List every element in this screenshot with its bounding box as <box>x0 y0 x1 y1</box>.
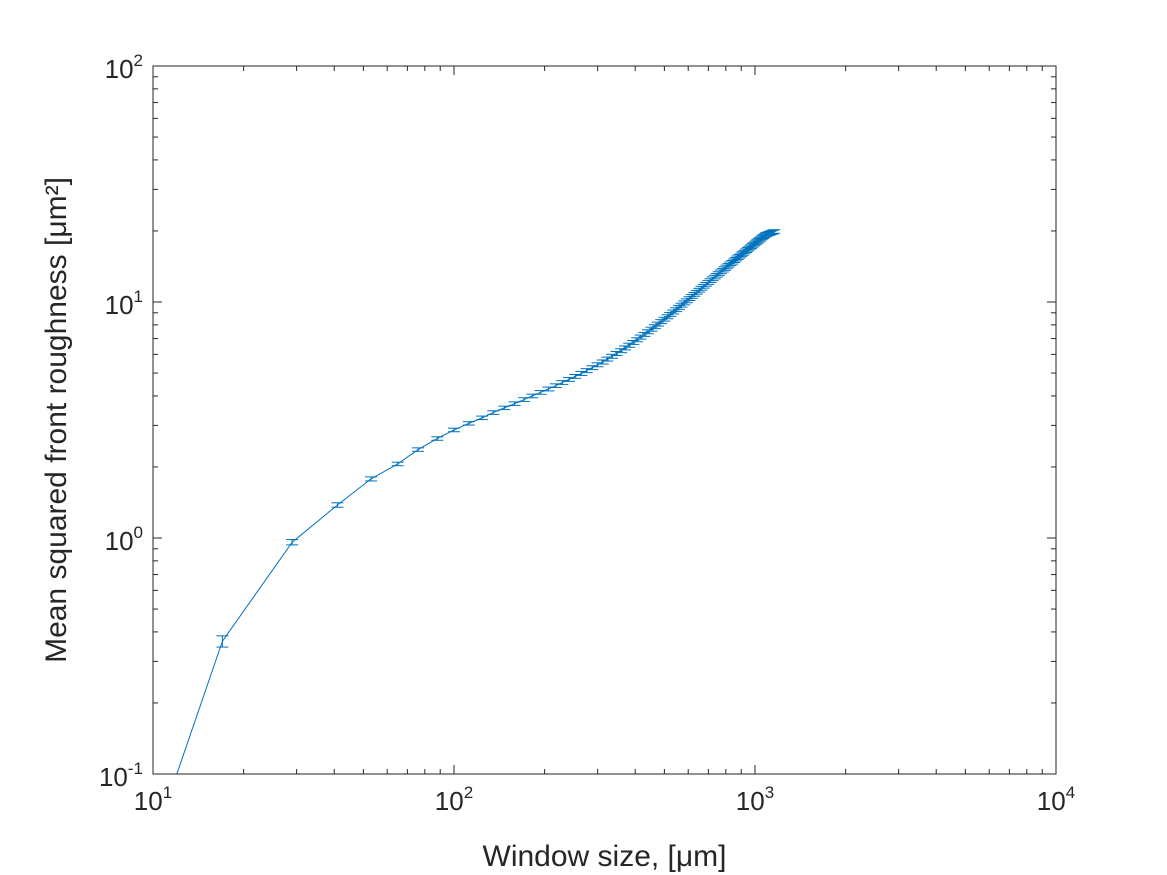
error-bar <box>606 353 619 359</box>
y-axis-label: Mean squared front roughness [μm²] <box>40 177 73 663</box>
error-bar <box>648 324 661 330</box>
error-bar <box>286 539 299 546</box>
error-bar <box>365 476 378 482</box>
x-tick-label: 102 <box>435 783 473 816</box>
tick-labels: 101 102 103 104 10-1 100 101 102 <box>99 51 1075 816</box>
error-bar <box>768 229 781 234</box>
error-bar <box>549 383 562 389</box>
x-tick-label: 103 <box>736 783 774 816</box>
series-layer <box>176 229 781 775</box>
error-bar <box>498 405 511 411</box>
y-tick-label: 10-1 <box>99 759 143 792</box>
error-bar <box>331 502 344 508</box>
y-tick-label: 102 <box>105 51 143 84</box>
x-tick-label: 104 <box>1037 783 1075 816</box>
error-bar <box>631 337 644 343</box>
error-bar <box>562 376 575 382</box>
error-bar <box>591 362 604 368</box>
error-bar <box>412 447 425 452</box>
error-bar <box>462 421 475 426</box>
y-tick-label: 100 <box>105 523 143 556</box>
error-bar <box>431 436 444 441</box>
x-axis-label: Window size, [μm] <box>483 840 727 873</box>
error-bar <box>216 635 229 648</box>
error-bar <box>487 410 500 415</box>
error-bar <box>645 326 658 332</box>
plot-area <box>153 66 1056 774</box>
error-bar <box>569 373 582 379</box>
error-bar <box>651 321 664 327</box>
x-tick-label: 101 <box>134 783 172 816</box>
error-bar <box>655 319 668 325</box>
error-bar <box>448 427 460 433</box>
error-bar <box>391 461 404 467</box>
axes-box <box>152 65 1057 775</box>
y-tick-label: 101 <box>105 287 143 320</box>
error-bar <box>556 380 569 385</box>
error-bar <box>476 415 489 421</box>
